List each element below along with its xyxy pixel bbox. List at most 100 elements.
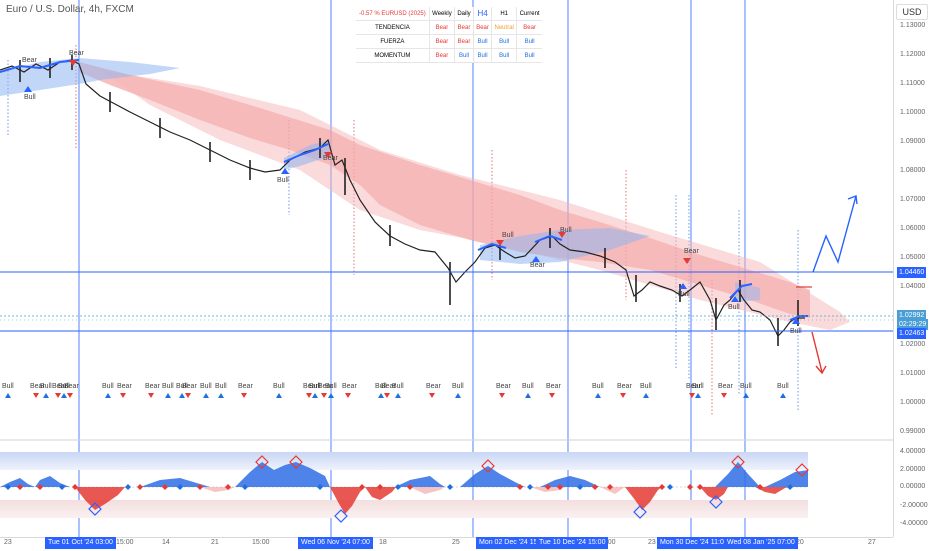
signal-row-label: Bull — [102, 383, 114, 390]
summary-cell: Bull — [472, 34, 492, 49]
resistance-price-label: 1.04460 — [897, 267, 927, 278]
time-tick-label: 23 — [4, 539, 12, 546]
signal-row-marker — [165, 393, 171, 398]
summary-cell: Bull — [491, 34, 517, 49]
price-signal-label: Bull — [502, 232, 514, 239]
signal-row-label: Bear — [52, 383, 67, 390]
time-tick-label: 27 — [868, 539, 876, 546]
signal-row-label: Bear — [182, 383, 197, 390]
price-tick-label: 1.04000 — [900, 283, 926, 290]
candle-bars — [19, 55, 799, 346]
osc-dot — [317, 484, 323, 490]
time-badge: Wed 06 Nov '24 07:00 — [298, 537, 373, 549]
signal-row-label: Bear — [546, 383, 561, 390]
osc-dot — [395, 484, 401, 490]
signal-row-marker — [429, 393, 435, 398]
summary-header-daily: Daily — [454, 7, 474, 21]
signal-row-label: Bear — [686, 383, 701, 390]
summary-row-label: FUERZA — [356, 34, 430, 49]
signal-row-label: Bull — [58, 383, 70, 390]
trend-summary-table: -0.57 % EURUSD (2025) Weekly Daily H4 H1… — [356, 7, 542, 63]
price-tick-label: 1.13000 — [900, 22, 926, 29]
osc-tick-label: 0.00000 — [900, 483, 926, 490]
bull-cloud-3 — [480, 228, 650, 264]
signal-row-label: Bull — [162, 383, 174, 390]
summary-header-title: -0.57 % EURUSD (2025) — [356, 7, 430, 21]
osc-dot — [757, 484, 763, 490]
price-tick-label: 1.08000 — [900, 167, 926, 174]
osc-tick-label: -2.00000 — [900, 502, 928, 509]
signal-row-label: Bear — [342, 383, 357, 390]
time-tick-label: 18 — [379, 539, 387, 546]
summary-cell: Bear — [428, 20, 455, 35]
bear-projection-arrow — [811, 331, 823, 373]
signal-row-marker — [689, 393, 695, 398]
signal-row-label: Bear — [30, 383, 45, 390]
signal-row-marker — [55, 393, 61, 398]
price-signal-label: Bull — [728, 304, 740, 311]
symbol-title[interactable]: Euro / U.S. Dollar, 4h, FXCM — [6, 4, 134, 15]
summary-cell: Bear — [454, 20, 474, 35]
signal-row-label: Bull — [452, 383, 464, 390]
signal-row-marker — [185, 393, 191, 398]
osc-oversold-band — [0, 500, 808, 518]
time-badge: Tue 10 Dec '24 15:00 — [536, 537, 609, 549]
signal-row-label: Bull — [740, 383, 752, 390]
bear-arrowhead — [815, 365, 827, 375]
osc-dot — [37, 484, 43, 490]
signal-row-label: Bear — [303, 383, 318, 390]
bear-cloud-light — [100, 70, 850, 330]
signal-row-marker — [312, 393, 318, 398]
osc-dot — [125, 484, 131, 490]
signal-row-marker — [203, 393, 209, 398]
price-signal-label: Bear — [69, 50, 84, 57]
summary-row-momentum: MOMENTUM Bear Bull Bull Bull Bull — [356, 48, 542, 63]
osc-overbought-band — [0, 452, 808, 470]
osc-dot — [17, 484, 23, 490]
osc-dot — [242, 484, 248, 490]
summary-cell: Bull — [472, 48, 492, 63]
signal-row-marker — [620, 393, 626, 398]
signal-row-label: Bull — [309, 383, 321, 390]
osc-extreme-markers — [88, 455, 809, 523]
signal-row-label: Bear — [381, 383, 396, 390]
signal-row-label: Bear — [64, 383, 79, 390]
signal-row-label: Bear — [496, 383, 511, 390]
osc-dot — [359, 484, 365, 490]
osc-dot — [447, 484, 453, 490]
price-signal-label: Bear — [530, 262, 545, 269]
osc-dot — [659, 484, 665, 490]
summary-cell: Bear — [428, 48, 455, 63]
osc-dot — [557, 484, 563, 490]
summary-cell: Bear — [428, 34, 455, 49]
bull-arrowhead — [847, 195, 858, 205]
time-badge: Tue 01 Oct '24 03:00 — [45, 537, 116, 549]
summary-cell: Bear — [454, 34, 474, 49]
bull-projection-arrow — [812, 195, 857, 273]
signal-dotted-lines — [7, 45, 799, 415]
signal-row-label: Bear — [238, 383, 253, 390]
signal-row-label: Bull — [2, 383, 14, 390]
osc-dot — [607, 484, 613, 490]
signal-row-label: Bear — [117, 383, 132, 390]
summary-header-h1: H1 — [491, 7, 517, 21]
price-signal-label: Bull — [790, 328, 802, 335]
summary-cell: Bear — [472, 20, 492, 35]
time-badge: Mon 30 Dec '24 11:00 — [657, 537, 731, 549]
currency-button[interactable]: USD — [896, 4, 928, 20]
signal-row-marker — [241, 393, 247, 398]
time-tick-label: 23 — [648, 539, 656, 546]
signal-row-marker — [67, 393, 73, 398]
time-badge: Mon 02 Dec '24 15:0 — [476, 537, 547, 549]
osc-dot — [697, 484, 703, 490]
summary-cell: Bull — [516, 34, 542, 49]
osc-dot — [5, 484, 11, 490]
last-price-label: 1.02992 — [897, 310, 927, 321]
price-signal-label: Bull — [560, 227, 572, 234]
osc-dot — [527, 484, 533, 490]
signal-row-marker — [780, 393, 786, 398]
signal-row-label: Bull — [592, 383, 604, 390]
price-signal-label: Bear — [22, 57, 37, 64]
price-tick-label: 1.11000 — [900, 80, 925, 87]
